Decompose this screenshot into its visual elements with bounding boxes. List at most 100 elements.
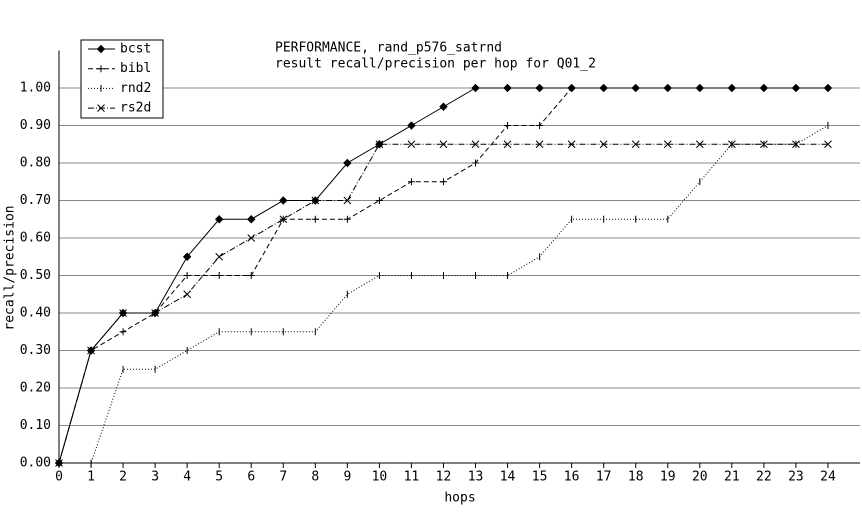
y-tick-label: 0.00 — [20, 456, 51, 471]
marker — [503, 83, 512, 93]
x-tick-label: 13 — [468, 470, 484, 485]
legend-label: bcst — [120, 42, 151, 57]
marker — [343, 196, 352, 205]
marker — [279, 215, 288, 224]
x-tick-label: 3 — [151, 470, 159, 485]
marker — [471, 140, 480, 149]
marker — [664, 84, 672, 92]
marker — [247, 234, 256, 242]
x-tick-label: 21 — [724, 470, 740, 485]
legend-marker — [97, 65, 105, 73]
marker — [439, 178, 447, 186]
x-tick-label: 15 — [532, 470, 548, 485]
marker — [696, 84, 704, 92]
y-tick-label: 1.00 — [20, 81, 51, 96]
x-tick-label: 17 — [596, 470, 612, 485]
legend-marker — [97, 104, 105, 112]
series-line — [59, 125, 829, 464]
x-tick-label: 20 — [692, 470, 708, 485]
marker — [439, 102, 448, 111]
marker — [375, 197, 383, 204]
y-tick-label: 0.70 — [20, 193, 51, 208]
marker — [632, 84, 640, 92]
marker — [600, 84, 608, 92]
marker — [535, 83, 544, 93]
x-tick-label: 6 — [247, 470, 255, 485]
marker — [824, 84, 832, 92]
x-tick-label: 1 — [87, 470, 95, 485]
y-tick-label: 0.10 — [20, 418, 51, 433]
marker — [727, 140, 736, 149]
y-tick-label: 0.90 — [20, 118, 51, 133]
x-tick-label: 5 — [215, 470, 223, 485]
legend-box — [80, 39, 164, 119]
x-tick-label: 14 — [500, 470, 516, 485]
y-tick-label: 0.60 — [20, 231, 51, 246]
marker — [631, 140, 640, 149]
x-tick-label: 24 — [820, 470, 836, 485]
y-tick-label: 0.40 — [20, 306, 51, 321]
x-tick-label: 18 — [628, 470, 644, 485]
marker — [183, 290, 192, 299]
x-tick-label: 2 — [119, 470, 127, 485]
marker — [343, 215, 351, 223]
y-axis-label: recall/precision — [3, 205, 18, 330]
marker — [407, 178, 415, 186]
marker — [55, 459, 63, 467]
marker — [151, 309, 159, 317]
marker — [728, 84, 736, 92]
legend-label: rnd2 — [120, 81, 151, 96]
marker — [214, 215, 224, 224]
x-tick-label: 19 — [660, 470, 676, 485]
marker — [792, 140, 800, 149]
x-tick-label: 4 — [183, 470, 191, 485]
marker — [503, 140, 512, 149]
marker — [247, 215, 256, 224]
x-tick-label: 12 — [436, 470, 452, 485]
marker — [183, 272, 191, 279]
marker — [215, 272, 223, 279]
x-tick-label: 0 — [55, 470, 63, 485]
x-tick-label: 7 — [279, 470, 287, 485]
marker — [792, 84, 800, 92]
marker — [567, 140, 576, 149]
marker — [535, 140, 544, 149]
marker — [824, 140, 832, 149]
marker — [407, 140, 416, 149]
marker — [87, 346, 95, 355]
x-tick-label: 11 — [404, 470, 420, 485]
x-tick-label: 9 — [343, 470, 351, 485]
marker — [471, 83, 480, 93]
marker — [695, 140, 704, 149]
y-tick-label: 0.20 — [20, 381, 51, 396]
marker — [568, 84, 576, 92]
marker — [375, 140, 384, 149]
series-line — [58, 143, 828, 464]
y-tick-label: 0.50 — [20, 268, 51, 283]
chart-subtitle: result recall/precision per hop for Q01_… — [275, 57, 596, 72]
x-tick-label: 16 — [564, 470, 580, 485]
x-axis-label: hops — [444, 491, 475, 506]
legend-label: bibl — [120, 61, 151, 76]
x-tick-label: 10 — [372, 470, 388, 485]
marker — [119, 328, 127, 336]
x-tick-label: 23 — [788, 470, 804, 485]
marker — [343, 158, 352, 168]
marker — [119, 309, 127, 317]
y-tick-label: 0.80 — [20, 156, 51, 171]
marker — [536, 122, 544, 129]
marker — [504, 122, 512, 129]
chart-title: PERFORMANCE, rand_p576_satrnd — [275, 41, 502, 56]
x-tick-label: 8 — [311, 470, 319, 485]
marker — [663, 140, 672, 149]
y-tick-label: 0.30 — [20, 343, 51, 358]
marker — [311, 215, 319, 223]
marker — [407, 121, 416, 130]
marker — [215, 252, 224, 261]
marker — [182, 252, 192, 261]
marker — [760, 140, 768, 149]
marker — [311, 196, 320, 205]
legend-label: rs2d — [120, 101, 151, 116]
marker — [760, 84, 768, 92]
legend-marker — [96, 44, 106, 54]
